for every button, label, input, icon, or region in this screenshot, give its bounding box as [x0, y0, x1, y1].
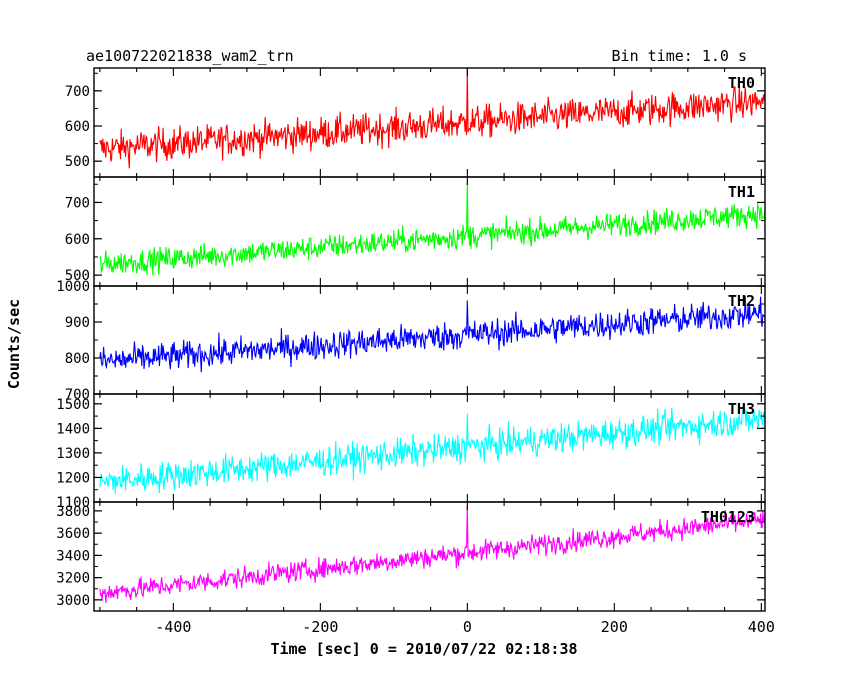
y-tick-label-th1: 500	[65, 268, 90, 284]
y-tick-label-th2: 700	[65, 387, 90, 403]
panel-label-th3: TH3	[728, 400, 755, 418]
panel-label-th2: TH2	[728, 292, 755, 310]
y-tick-label-th2: 800	[65, 351, 90, 367]
series-line-th3	[99, 407, 766, 494]
y-tick-label-th0123: 3200	[56, 571, 90, 587]
y-tick-label-th0123: 3400	[56, 548, 90, 564]
panel-label-th0: TH0	[728, 74, 755, 92]
y-tick-label-th1: 600	[65, 232, 90, 248]
y-tick-label-th1: 700	[65, 195, 90, 211]
series-line-th2	[99, 295, 766, 373]
y-tick-label-th3: 1200	[56, 470, 90, 486]
y-axis-label: Counts/sec	[5, 299, 23, 389]
y-tick-label-th3: 1400	[56, 421, 90, 437]
panel-frame-th1	[93, 176, 766, 287]
panel-frame-th0123	[93, 501, 766, 612]
series-line-th1	[99, 180, 766, 276]
y-tick-label-th0: 600	[65, 119, 90, 135]
panel-label-th1: TH1	[728, 183, 755, 201]
y-tick-label-th3: 1300	[56, 446, 90, 462]
y-tick-label-th2: 900	[65, 315, 90, 331]
y-tick-label-th3: 1100	[56, 495, 90, 511]
chart-title: ae100722021838_wam2_trn	[86, 47, 294, 65]
bin-time-label: Bin time: 1.0 s	[612, 47, 747, 65]
panels-group: 500 600 700 TH0 500 600 700 TH1 700 800 900 1000 TH2…	[56, 67, 775, 636]
y-tick-label-th2: 1000	[56, 279, 90, 295]
x-tick-label: 0	[463, 618, 472, 636]
panel-frame-th2	[93, 285, 766, 395]
x-tick-label: -400	[155, 618, 191, 636]
y-tick-label-th0: 700	[65, 84, 90, 100]
y-tick-label-th0123: 3600	[56, 526, 90, 542]
y-tick-label-th3: 1500	[56, 397, 90, 413]
y-tick-label-th0123: 3800	[56, 504, 90, 520]
panel-label-th0123: TH0123	[701, 508, 755, 526]
y-tick-label-th0123: 3000	[56, 593, 90, 609]
x-axis-label: Time [sec] 0 = 2010/07/22 02:18:38	[270, 640, 577, 658]
x-tick-label: 200	[601, 618, 628, 636]
x-tick-label: 400	[748, 618, 775, 636]
series-line-th0123	[99, 505, 766, 603]
series-line-th0	[99, 67, 766, 169]
x-tick-label: -200	[302, 618, 338, 636]
y-tick-label-th0: 500	[65, 154, 90, 170]
